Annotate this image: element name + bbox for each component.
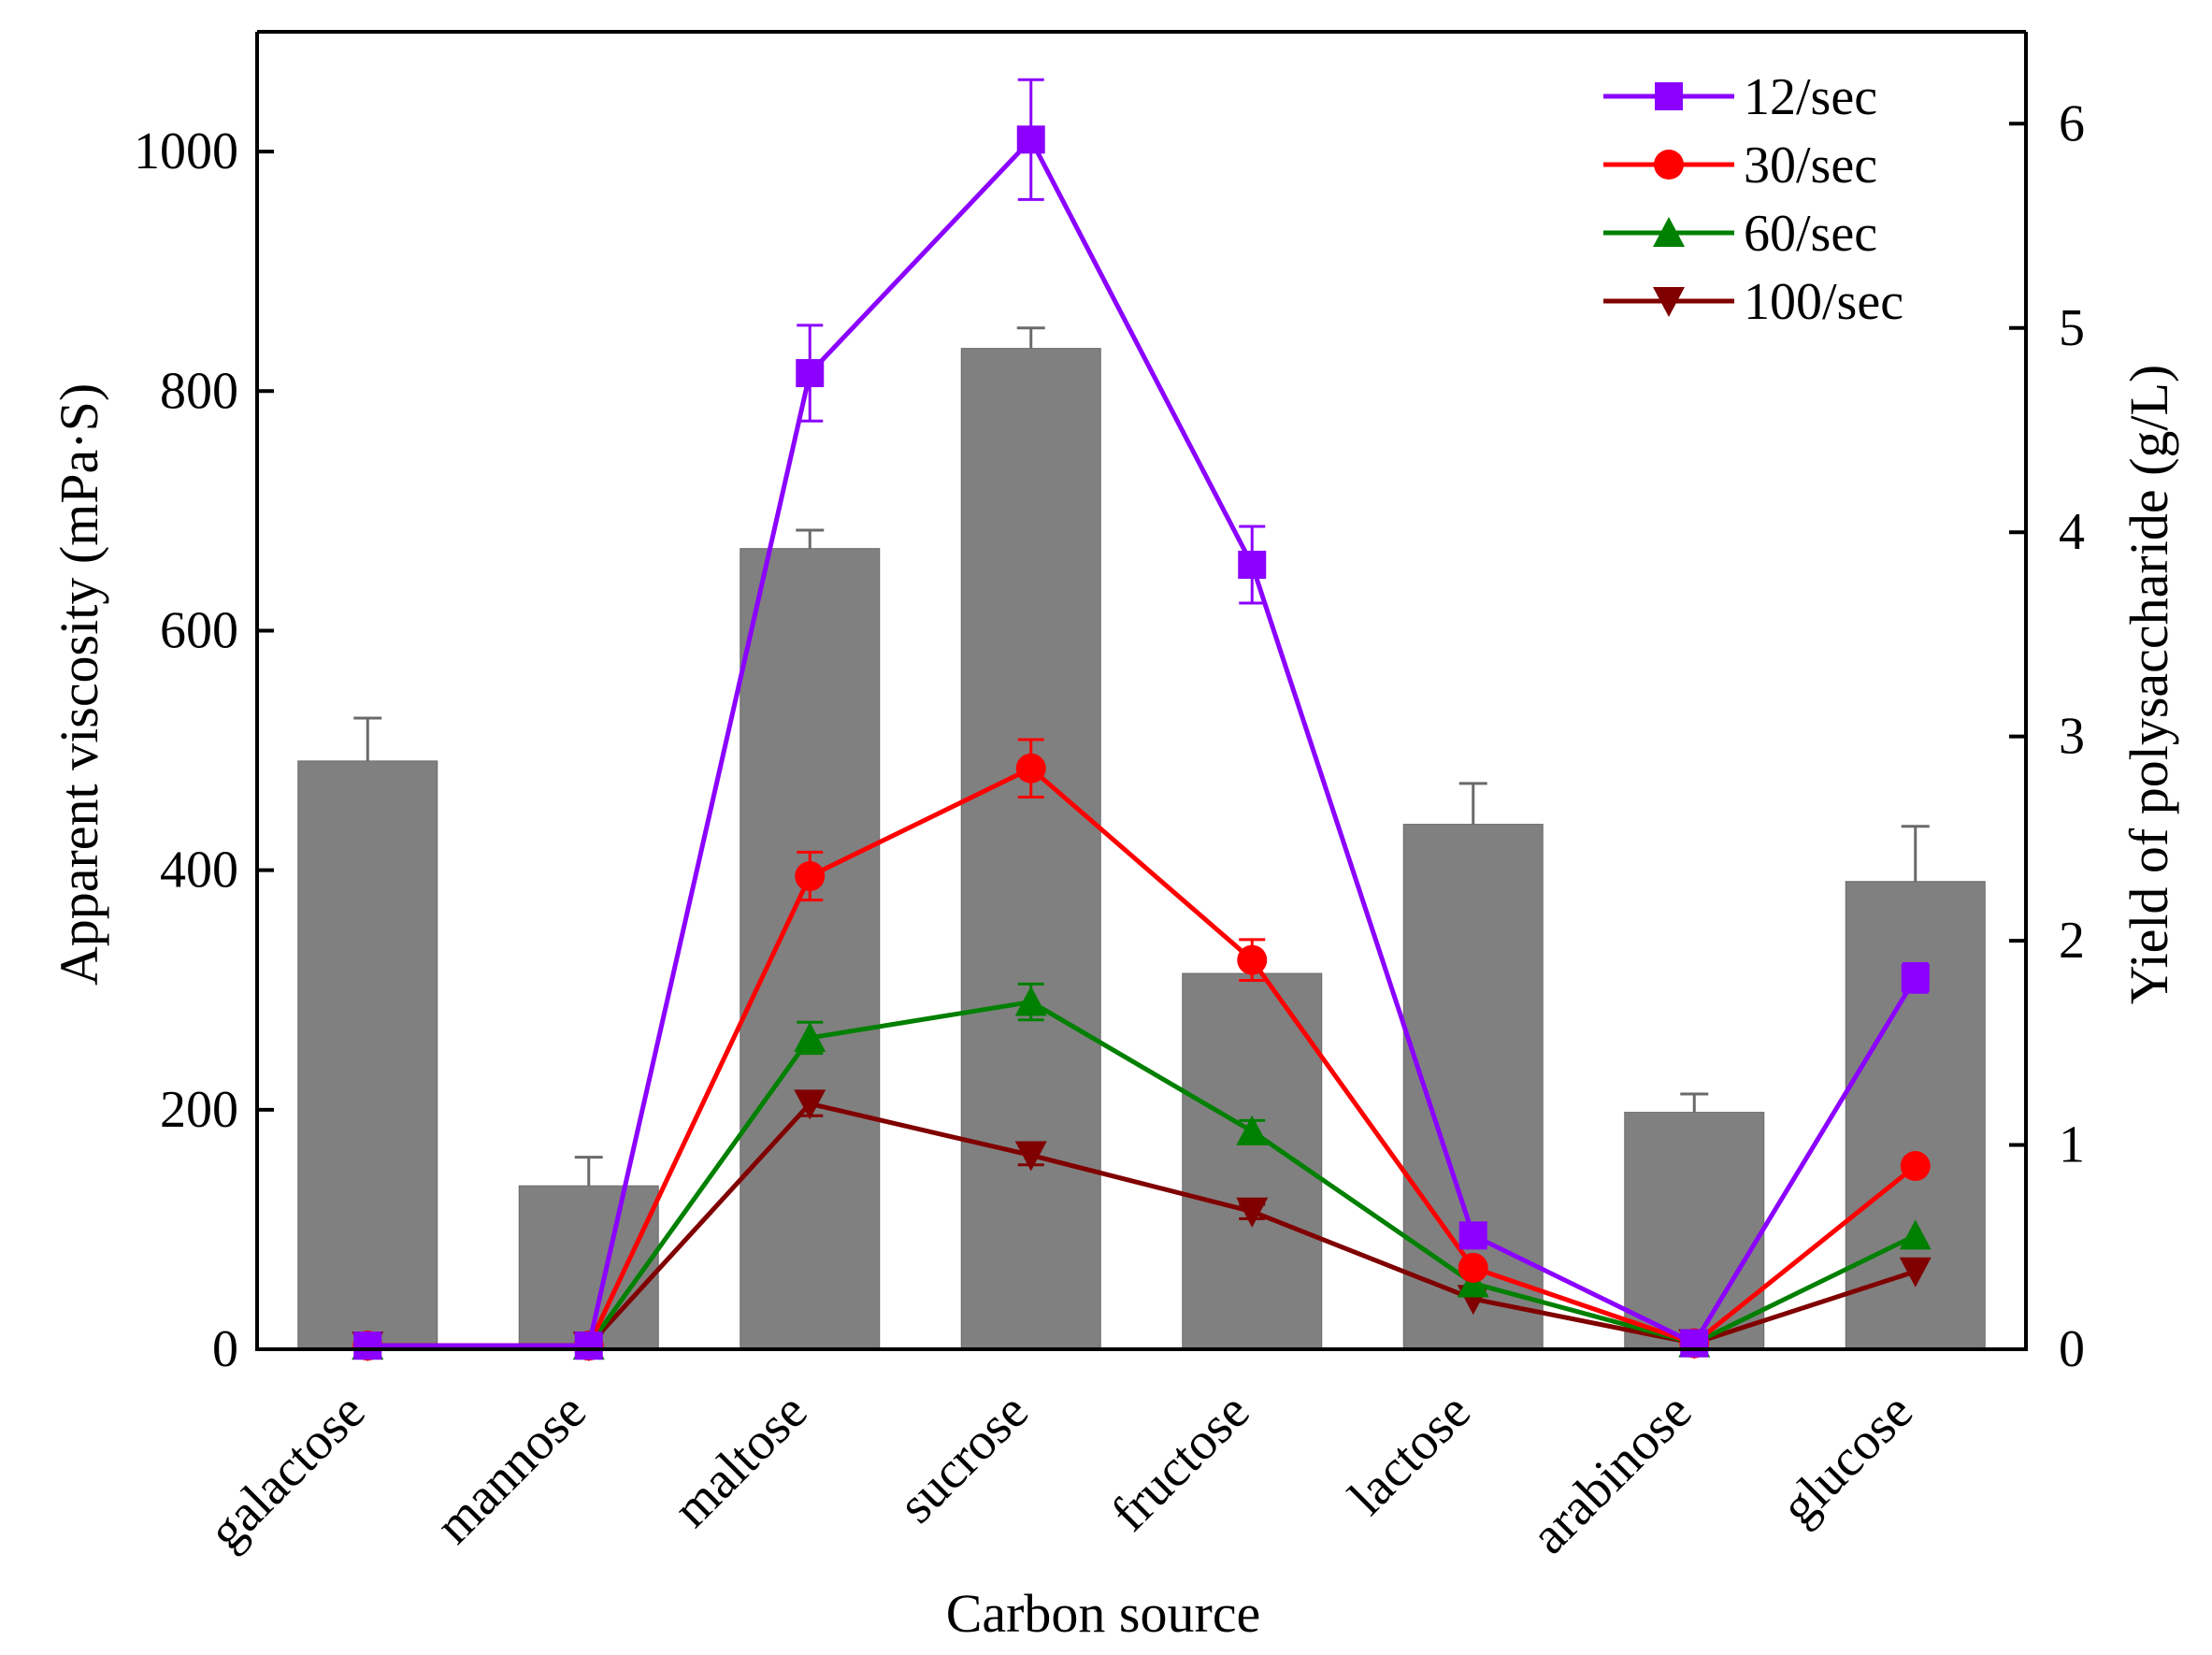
point-100/sec-maltose [794, 1089, 826, 1120]
y-tick-label-left: 1000 [134, 122, 238, 180]
legend: 12/sec 30/sec 60/sec 100/sec [1603, 68, 1903, 331]
bar-sucrose [960, 348, 1101, 1350]
x-tick-label-arabinose: arabinose [1520, 1382, 1703, 1565]
point-30/sec-sucrose [1015, 753, 1046, 784]
legend-label: 30/sec [1744, 137, 1877, 194]
point-12/sec-maltose [796, 359, 825, 388]
point-30/sec-fructose [1237, 944, 1268, 975]
series-line-30/sec [367, 766, 1918, 1348]
y-tick-label-right: 1 [2059, 1116, 2085, 1174]
point-60/sec-glucose [1899, 1219, 1932, 1250]
bar-mannose [518, 1185, 659, 1350]
point-12/sec-arabinose [1680, 1329, 1709, 1358]
series-line-100/sec [367, 1101, 1917, 1348]
x-tick-label-maltose: maltose [662, 1382, 818, 1538]
y-tick-label-left: 400 [160, 842, 238, 899]
legend-marker [1655, 82, 1683, 110]
point-30/sec-lactose [1458, 1252, 1488, 1283]
series-layer [352, 78, 1932, 1362]
point-12/sec-sucrose [1016, 125, 1045, 154]
bar-maltose [740, 548, 881, 1350]
point-60/sec-sucrose [1014, 986, 1047, 1016]
point-12/sec-glucose [1901, 963, 1930, 992]
series-line-12/sec [367, 137, 1918, 1348]
x-tick-label-sucrose: sucrose [887, 1382, 1040, 1534]
y-tick-label-right: 5 [2059, 299, 2085, 357]
point-60/sec-maltose [794, 1021, 826, 1052]
legend-item-60/sec: 60/sec [1603, 205, 1877, 263]
legend-item-30/sec: 30/sec [1603, 137, 1877, 194]
x-axis-label: Carbon source [946, 1583, 1261, 1644]
point-30/sec-glucose [1900, 1151, 1931, 1182]
series-line-60/sec [367, 1000, 1917, 1348]
point-12/sec-lactose [1458, 1221, 1487, 1250]
bar-arabinose [1624, 1112, 1765, 1350]
point-12/sec-mannose [574, 1331, 603, 1360]
point-100/sec-sucrose [1014, 1141, 1047, 1172]
bar-galactose [297, 760, 438, 1350]
axes-layer [255, 30, 2028, 1351]
y-tick-label-right: 6 [2059, 94, 2085, 152]
y-tick-label-left: 0 [212, 1320, 238, 1378]
x-tick-label-glucose: glucose [1770, 1382, 1924, 1536]
bar-error-bars [353, 326, 1930, 1187]
x-tick-label-lactose: lactose [1338, 1382, 1482, 1526]
x-tick-label-galactose: galactose [197, 1382, 376, 1561]
legend-item-100/sec: 100/sec [1603, 273, 1903, 331]
legend-marker [1653, 287, 1685, 317]
y-tick-label-left: 200 [160, 1081, 238, 1139]
legend-label: 100/sec [1744, 273, 1903, 331]
legend-item-12/sec: 12/sec [1603, 68, 1877, 126]
y-tick-label-right: 0 [2059, 1320, 2085, 1378]
y-tick-label-right: 4 [2059, 503, 2085, 561]
x-tick-label-mannose: mannose [424, 1382, 597, 1555]
y-tick-label-left: 800 [160, 362, 238, 420]
y-tick-label-right: 2 [2059, 912, 2085, 970]
legend-label: 60/sec [1744, 205, 1877, 263]
point-60/sec-fructose [1236, 1115, 1269, 1145]
y-axis-label: Apparent viscosity (mPa·S) [49, 383, 109, 986]
legend-marker [1654, 150, 1684, 180]
legend-label: 12/sec [1744, 68, 1877, 126]
bars-layer [297, 348, 1986, 1350]
point-30/sec-maltose [795, 861, 826, 892]
point-12/sec-fructose [1238, 551, 1267, 580]
y-tick-label-left: 600 [160, 601, 238, 659]
x-tick-label-fructose: fructose [1100, 1382, 1260, 1542]
y-tick-label-right: 3 [2059, 708, 2085, 766]
point-12/sec-galactose [353, 1331, 382, 1360]
legend-marker [1653, 217, 1685, 247]
point-100/sec-fructose [1236, 1197, 1269, 1228]
series-12/sec [353, 78, 1930, 1360]
point-100/sec-glucose [1899, 1257, 1932, 1288]
y-axis-label-right: Yield of polysaccharide (g/L) [2119, 365, 2179, 1004]
